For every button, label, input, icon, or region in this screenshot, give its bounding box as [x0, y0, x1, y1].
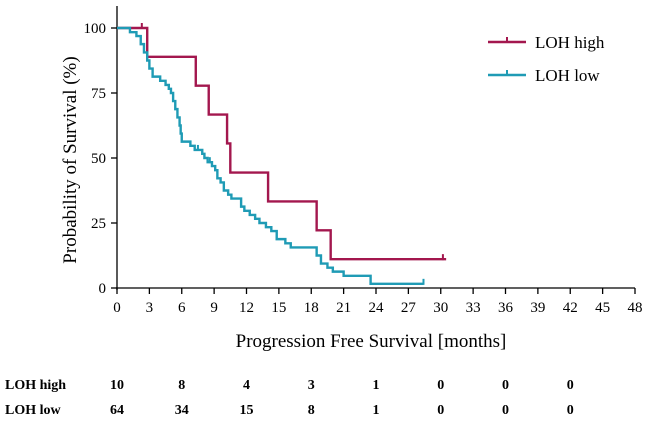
risk-count: 15 — [240, 403, 254, 418]
x-tick-label: 12 — [239, 300, 254, 316]
legend-label-series-0: LOH high — [535, 33, 605, 52]
risk-row-label: LOH low — [5, 403, 62, 418]
risk-count: 0 — [502, 378, 509, 393]
x-tick-label: 30 — [433, 300, 448, 316]
risk-count: 0 — [502, 403, 509, 418]
risk-count: 34 — [175, 403, 189, 418]
y-tick-label: 50 — [91, 151, 106, 167]
x-tick-label: 6 — [178, 300, 186, 316]
y-tick-label: 75 — [91, 86, 106, 102]
risk-count: 64 — [110, 403, 124, 418]
risk-count: 1 — [373, 403, 380, 418]
y-tick-label: 25 — [91, 216, 106, 232]
x-tick-label: 3 — [146, 300, 154, 316]
risk-count: 8 — [308, 403, 315, 418]
x-tick-label: 48 — [628, 300, 643, 316]
risk-count: 8 — [178, 378, 185, 393]
y-tick-label: 100 — [84, 21, 107, 37]
x-tick-label: 18 — [304, 300, 319, 316]
x-tick-label: 15 — [271, 300, 286, 316]
risk-count: 0 — [437, 378, 444, 393]
x-tick-label: 24 — [369, 300, 385, 316]
x-tick-label: 42 — [563, 300, 578, 316]
risk-count: 3 — [308, 378, 315, 393]
x-tick-label: 45 — [595, 300, 610, 316]
x-axis-title: Progression Free Survival [months] — [236, 331, 507, 352]
risk-count: 10 — [110, 378, 124, 393]
x-tick-label: 27 — [401, 300, 417, 316]
risk-count: 0 — [437, 403, 444, 418]
legend-label-series-1: LOH low — [535, 66, 600, 85]
x-tick-label: 21 — [336, 300, 351, 316]
x-tick-label: 0 — [113, 300, 121, 316]
risk-row-label: LOH high — [5, 378, 66, 393]
risk-count: 0 — [567, 403, 574, 418]
survival-curve-series-1 — [117, 26, 424, 286]
survival-curve-series-0 — [117, 26, 447, 261]
risk-count: 0 — [567, 378, 574, 393]
y-tick-label: 0 — [99, 281, 107, 297]
risk-count: 1 — [373, 378, 380, 393]
x-tick-label: 33 — [466, 300, 481, 316]
risk-count: 4 — [243, 378, 250, 393]
x-tick-label: 36 — [498, 300, 514, 316]
x-tick-label: 39 — [530, 300, 545, 316]
y-axis-title: Probability of Survival (%) — [60, 56, 81, 263]
x-tick-label: 9 — [210, 300, 218, 316]
